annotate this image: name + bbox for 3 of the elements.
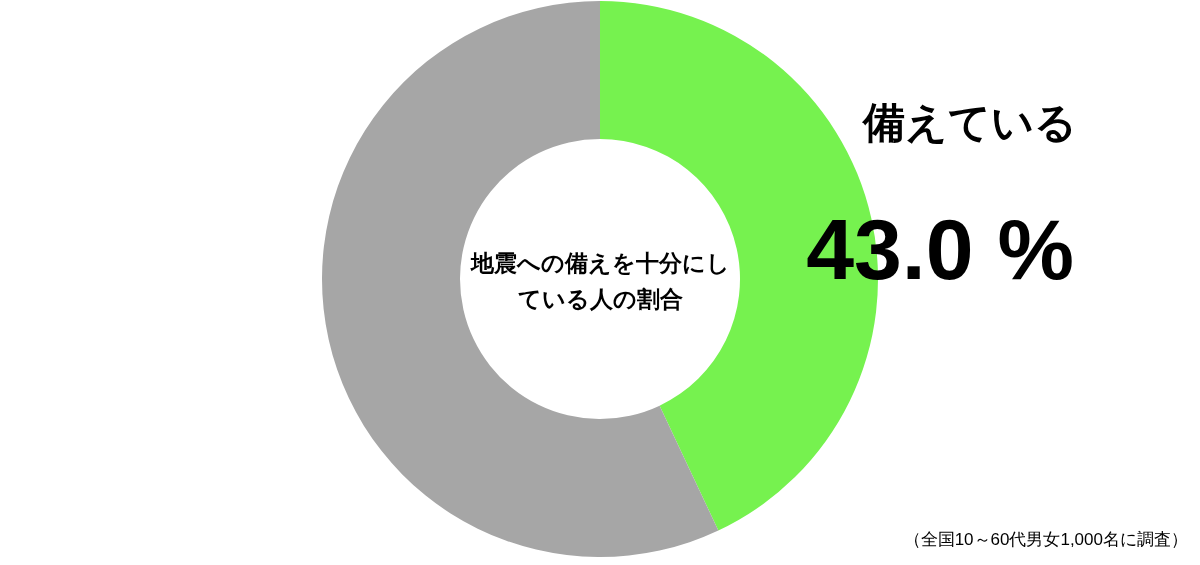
slice-label: 備えている (861, 98, 1078, 148)
text: （全国10～60代男女1,000名に調査） (903, 529, 1188, 551)
text: 地震への備えを十分にしている人の割合 (470, 249, 730, 314)
